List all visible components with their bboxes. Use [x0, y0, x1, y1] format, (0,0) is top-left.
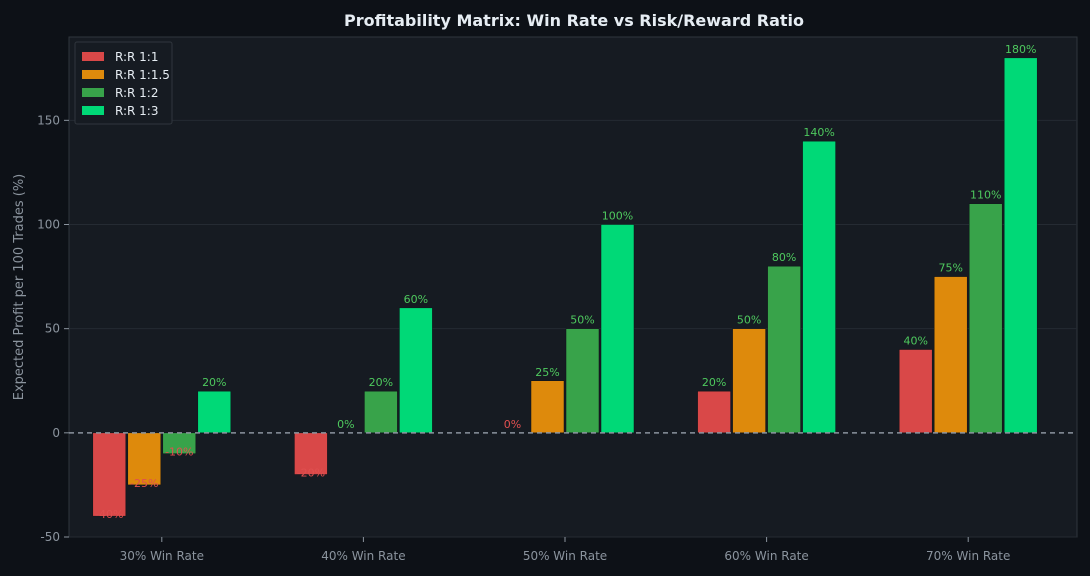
- bar: [697, 390, 731, 434]
- data-label: 50%: [737, 314, 761, 327]
- data-label: 20%: [702, 376, 726, 389]
- bar: [968, 203, 1003, 434]
- y-tick-label: 150: [37, 113, 60, 127]
- bar: [364, 390, 398, 434]
- legend-swatch: [82, 106, 104, 115]
- legend-label: R:R 1:1: [115, 50, 158, 64]
- legend-swatch: [82, 52, 104, 61]
- plot-area: [68, 36, 1078, 538]
- legend-swatch: [82, 70, 104, 79]
- legend-label: R:R 1:1.5: [115, 68, 170, 82]
- data-label: 110%: [970, 189, 1001, 202]
- data-label: 60%: [404, 293, 428, 306]
- legend-label: R:R 1:3: [115, 104, 158, 118]
- y-axis-label: Expected Profit per 100 Trades (%): [12, 174, 27, 401]
- y-tick-label: 0: [52, 426, 60, 440]
- data-label: -40%: [95, 508, 123, 521]
- data-label: -20%: [297, 467, 325, 480]
- legend: R:R 1:1 R:R 1:1.5 R:R 1:2 R:R 1:3: [74, 41, 173, 125]
- data-label: 180%: [1005, 43, 1036, 56]
- data-label: 0%: [504, 418, 521, 431]
- legend-swatch: [82, 88, 104, 97]
- bar: [767, 265, 801, 434]
- data-label: 50%: [570, 314, 594, 327]
- y-tick-label: 100: [37, 218, 60, 232]
- x-tick-label: 50% Win Rate: [523, 549, 607, 563]
- bar: [92, 432, 127, 517]
- bar: [399, 307, 433, 434]
- bar: [1003, 57, 1038, 434]
- data-label: 100%: [602, 210, 633, 223]
- y-tick-label: -50: [40, 530, 60, 544]
- bar: [530, 380, 565, 434]
- x-tick-label: 30% Win Rate: [120, 549, 204, 563]
- data-label: 80%: [772, 251, 796, 264]
- data-label: 0%: [337, 418, 354, 431]
- data-label: 25%: [535, 366, 559, 379]
- bar: [294, 432, 328, 475]
- data-label: 20%: [369, 376, 393, 389]
- y-tick-label: 50: [45, 322, 60, 336]
- bar: [802, 140, 836, 434]
- bar: [898, 349, 933, 434]
- x-tick-label: 70% Win Rate: [926, 549, 1010, 563]
- chart-title: Profitability Matrix: Win Rate vs Risk/R…: [344, 11, 804, 30]
- legend-box: [74, 41, 173, 125]
- bar: [197, 390, 232, 434]
- legend-label: R:R 1:2: [115, 86, 158, 100]
- data-label: -10%: [165, 446, 193, 459]
- x-tick-label: 60% Win Rate: [724, 549, 808, 563]
- data-label: 140%: [803, 126, 834, 139]
- bar: [732, 328, 766, 434]
- data-label: 75%: [938, 262, 962, 275]
- bar: [127, 432, 162, 486]
- data-label: -25%: [130, 477, 158, 490]
- data-label: 40%: [903, 335, 927, 348]
- data-label: 20%: [202, 376, 226, 389]
- bar: [565, 328, 600, 434]
- bar: [933, 276, 968, 434]
- bar: [600, 224, 635, 434]
- x-tick-label: 40% Win Rate: [321, 549, 405, 563]
